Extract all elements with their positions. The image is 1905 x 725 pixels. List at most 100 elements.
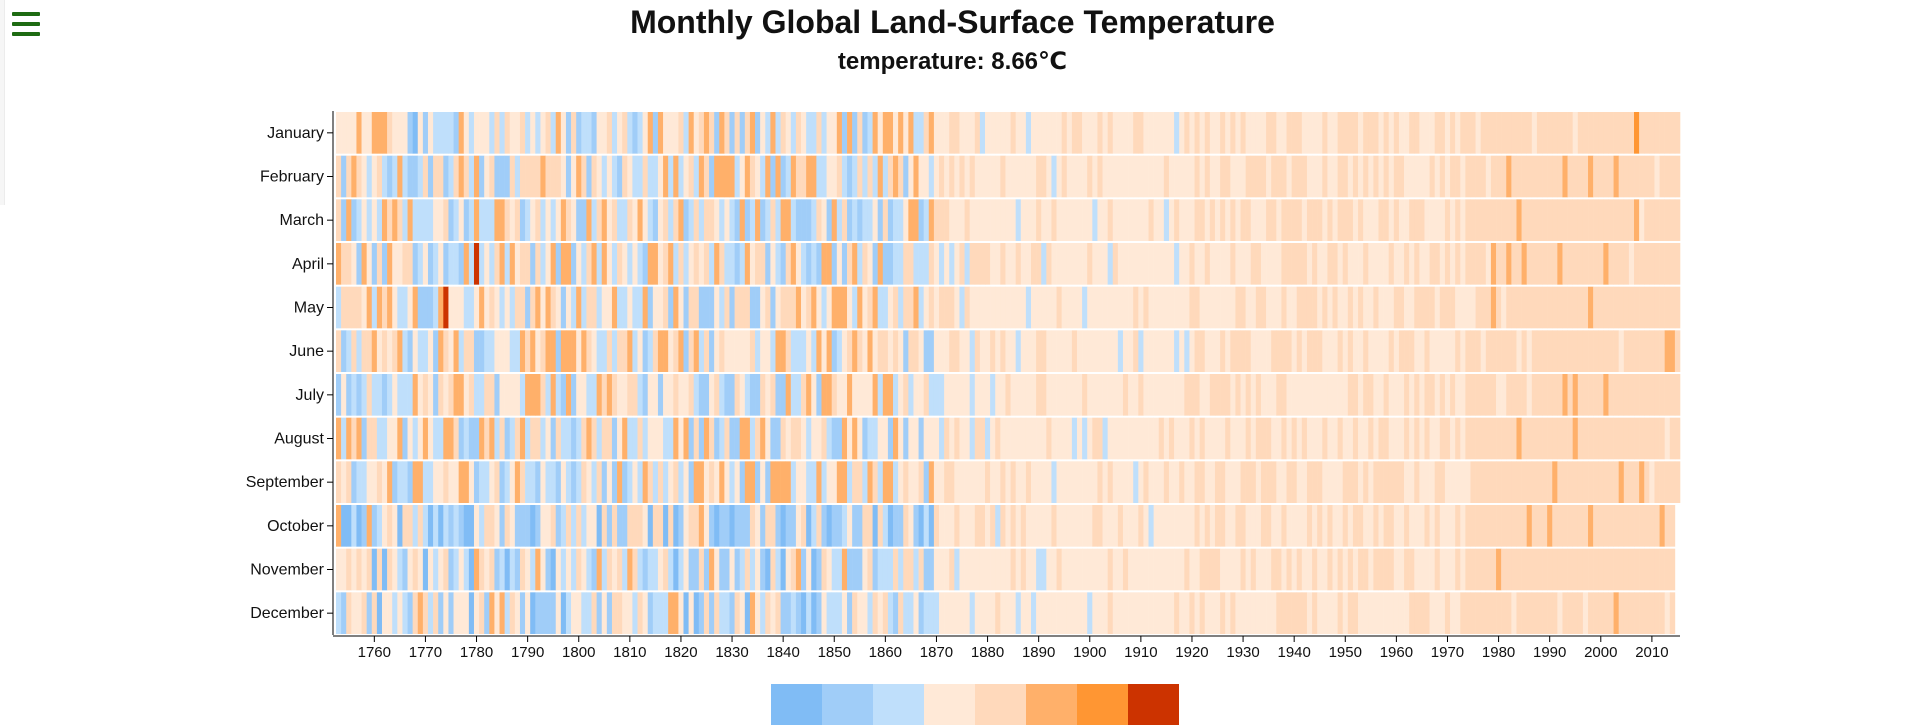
heatmap-cell[interactable]: [1378, 592, 1384, 634]
heatmap-cell[interactable]: [560, 286, 567, 329]
heatmap-cell[interactable]: [1000, 417, 1006, 460]
heatmap-cell[interactable]: [545, 592, 551, 634]
heatmap-cell[interactable]: [1588, 286, 1594, 329]
heatmap-cell[interactable]: [1352, 243, 1359, 285]
heatmap-cell[interactable]: [913, 548, 919, 591]
heatmap-cell[interactable]: [1669, 548, 1676, 591]
heatmap-cell[interactable]: [1634, 155, 1640, 198]
heatmap-cell[interactable]: [898, 330, 904, 372]
heatmap-cell[interactable]: [535, 592, 541, 634]
heatmap-cell[interactable]: [1281, 592, 1287, 634]
heatmap-cell[interactable]: [1409, 243, 1415, 285]
heatmap-cell[interactable]: [1332, 155, 1338, 198]
heatmap-cell[interactable]: [1260, 112, 1267, 154]
heatmap-cell[interactable]: [1322, 548, 1328, 591]
heatmap-cell[interactable]: [1066, 417, 1073, 460]
heatmap-cell[interactable]: [417, 286, 424, 329]
heatmap-cell[interactable]: [376, 592, 383, 634]
heatmap-cell[interactable]: [494, 199, 500, 241]
heatmap-cell[interactable]: [969, 286, 976, 329]
heatmap-cell[interactable]: [468, 548, 475, 591]
heatmap-cell[interactable]: [560, 199, 567, 241]
heatmap-cell[interactable]: [617, 199, 623, 241]
heatmap-cell[interactable]: [1363, 417, 1369, 460]
heatmap-cell[interactable]: [376, 417, 383, 460]
heatmap-cell[interactable]: [1291, 505, 1298, 547]
heatmap-cell[interactable]: [581, 155, 587, 198]
heatmap-cell[interactable]: [1598, 548, 1604, 591]
heatmap-cell[interactable]: [1352, 548, 1359, 591]
heatmap-cell[interactable]: [494, 374, 500, 416]
heatmap-cell[interactable]: [1496, 286, 1502, 329]
heatmap-cell[interactable]: [1245, 548, 1252, 591]
heatmap-cell[interactable]: [356, 112, 362, 154]
heatmap-cell[interactable]: [1460, 286, 1466, 329]
heatmap-cell[interactable]: [448, 330, 454, 372]
heatmap-cell[interactable]: [1266, 592, 1272, 634]
heatmap-cell[interactable]: [1501, 374, 1507, 416]
heatmap-cell[interactable]: [964, 286, 970, 329]
heatmap-cell[interactable]: [990, 548, 996, 591]
heatmap-cell[interactable]: [1025, 461, 1032, 503]
heatmap-cell[interactable]: [1424, 548, 1430, 591]
heatmap-cell[interactable]: [1582, 112, 1589, 154]
heatmap-cell[interactable]: [519, 112, 526, 154]
heatmap-cell[interactable]: [341, 243, 347, 285]
heatmap-cell[interactable]: [1296, 112, 1303, 154]
heatmap-cell[interactable]: [1424, 592, 1430, 634]
heatmap-cell[interactable]: [1071, 592, 1078, 634]
heatmap-cell[interactable]: [709, 461, 715, 503]
heatmap-cell[interactable]: [484, 548, 490, 591]
heatmap-cell[interactable]: [1378, 461, 1384, 503]
heatmap-cell[interactable]: [514, 155, 521, 198]
heatmap-cell[interactable]: [1097, 243, 1103, 285]
heatmap-cell[interactable]: [586, 330, 592, 372]
heatmap-cell[interactable]: [1337, 286, 1344, 329]
heatmap-cell[interactable]: [1117, 461, 1124, 503]
heatmap-cell[interactable]: [1352, 155, 1359, 198]
heatmap-cell[interactable]: [1317, 548, 1323, 591]
heatmap-cell[interactable]: [801, 243, 807, 285]
heatmap-cell[interactable]: [581, 286, 587, 329]
heatmap-cell[interactable]: [877, 330, 884, 372]
heatmap-cell[interactable]: [719, 330, 725, 372]
heatmap-cell[interactable]: [673, 417, 679, 460]
heatmap-cell[interactable]: [586, 199, 592, 241]
heatmap-cell[interactable]: [1480, 461, 1487, 503]
heatmap-cell[interactable]: [336, 199, 342, 241]
heatmap-cell[interactable]: [381, 199, 388, 241]
heatmap-cell[interactable]: [928, 112, 935, 154]
heatmap-cell[interactable]: [473, 243, 480, 285]
heatmap-cell[interactable]: [381, 548, 388, 591]
heatmap-cell[interactable]: [1664, 286, 1671, 329]
heatmap-cell[interactable]: [1199, 461, 1206, 503]
heatmap-cell[interactable]: [1046, 505, 1052, 547]
heatmap-cell[interactable]: [678, 374, 684, 416]
heatmap-cell[interactable]: [734, 155, 741, 198]
heatmap-cell[interactable]: [703, 112, 710, 154]
heatmap-cell[interactable]: [806, 592, 812, 634]
heatmap-cell[interactable]: [1639, 592, 1645, 634]
heatmap-cell[interactable]: [606, 286, 613, 329]
heatmap-cell[interactable]: [484, 505, 490, 547]
heatmap-cell[interactable]: [1276, 592, 1282, 634]
heatmap-cell[interactable]: [775, 592, 781, 634]
heatmap-cell[interactable]: [1322, 155, 1328, 198]
heatmap-cell[interactable]: [1460, 112, 1466, 154]
heatmap-cell[interactable]: [555, 243, 562, 285]
heatmap-cell[interactable]: [1112, 243, 1119, 285]
heatmap-cell[interactable]: [1598, 243, 1604, 285]
heatmap-cell[interactable]: [627, 548, 633, 591]
heatmap-cell[interactable]: [1588, 112, 1594, 154]
heatmap-cell[interactable]: [923, 417, 930, 460]
heatmap-cell[interactable]: [1669, 461, 1676, 503]
heatmap-cell[interactable]: [785, 243, 792, 285]
heatmap-cell[interactable]: [1220, 592, 1226, 634]
heatmap-cell[interactable]: [744, 592, 751, 634]
heatmap-cell[interactable]: [1082, 548, 1088, 591]
heatmap-cell[interactable]: [519, 417, 526, 460]
heatmap-cell[interactable]: [831, 330, 838, 372]
heatmap-cell[interactable]: [831, 548, 838, 591]
heatmap-cell[interactable]: [1036, 592, 1042, 634]
heatmap-cell[interactable]: [1092, 286, 1098, 329]
